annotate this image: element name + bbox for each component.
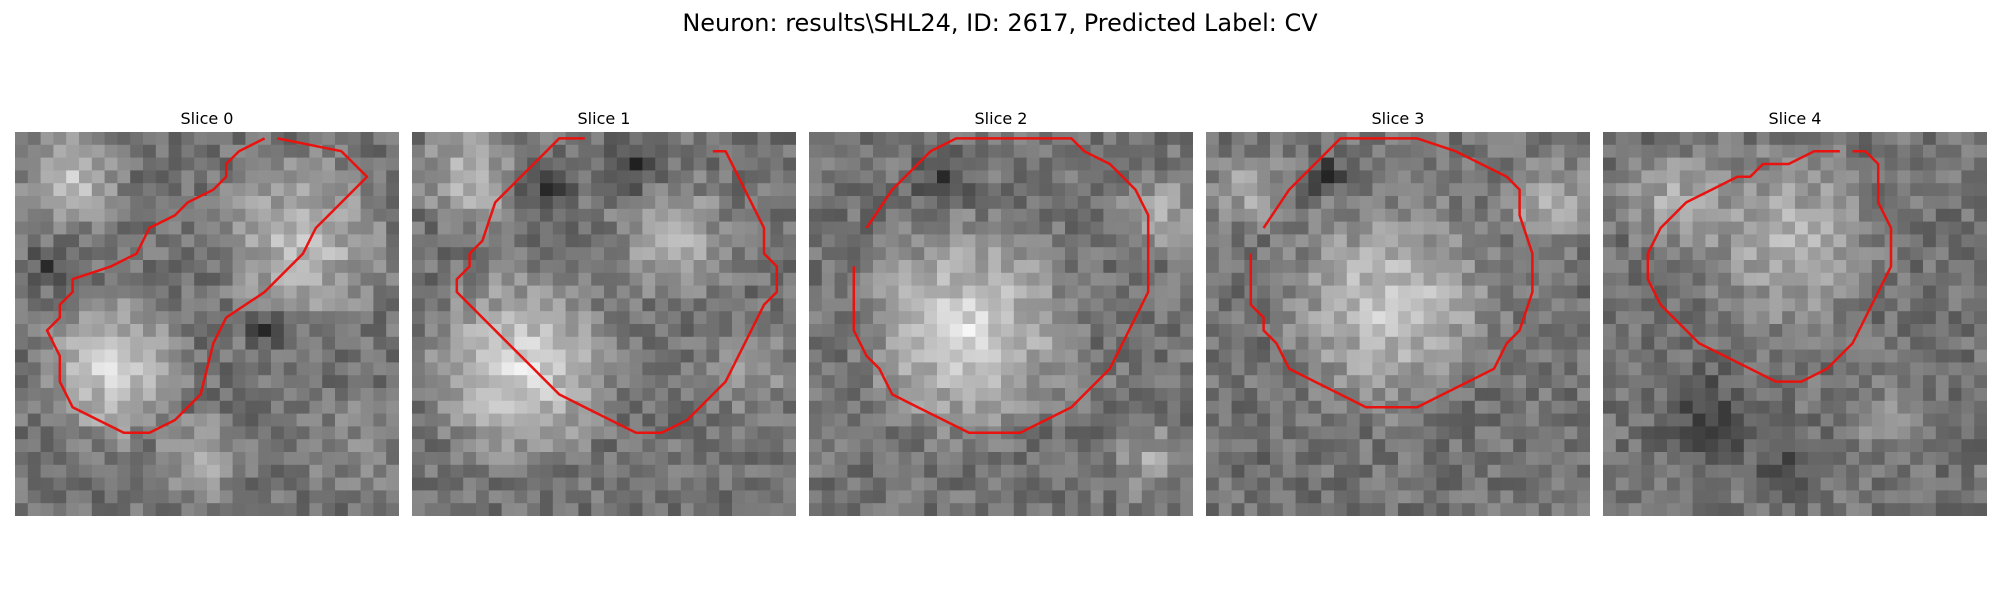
slice-plot-3: [1206, 132, 1590, 516]
slice-plot-4: [1603, 132, 1987, 516]
slice-title-0: Slice 0: [180, 109, 234, 128]
slice-texture-2: [809, 132, 1193, 516]
contour-line-1: [455, 137, 779, 435]
slice-title-2: Slice 2: [974, 109, 1028, 128]
slice-panel-1: Slice 1: [412, 106, 796, 516]
slice-image-1: [412, 132, 796, 516]
slice-plot-0: [15, 132, 399, 516]
slice-texture-4: [1603, 132, 1987, 516]
slice-texture-1: [412, 132, 796, 516]
contour-line-3: [1249, 137, 1534, 409]
contour-line-0: [45, 137, 369, 435]
slice-texture-0: [15, 132, 399, 516]
slice-plot-1: [412, 132, 796, 516]
slice-image-0: [15, 132, 399, 516]
slice-panel-3: Slice 3: [1206, 106, 1590, 516]
contour-line-2: [852, 137, 1150, 435]
slice-title-4: Slice 4: [1768, 109, 1822, 128]
slice-image-4: [1603, 132, 1987, 516]
slice-texture-3: [1206, 132, 1590, 516]
slice-plot-2: [809, 132, 1193, 516]
slice-panel-0: Slice 0: [15, 106, 399, 516]
figure-title: Neuron: results\SHL24, ID: 2617, Predict…: [682, 9, 1318, 37]
slice-image-2: [809, 132, 1193, 516]
slice-panel-2: Slice 2: [809, 106, 1193, 516]
contour-line-4: [1646, 149, 1893, 383]
slice-title-3: Slice 3: [1371, 109, 1425, 128]
slice-panel-4: Slice 4: [1603, 106, 1987, 516]
slice-image-3: [1206, 132, 1590, 516]
slice-title-1: Slice 1: [577, 109, 631, 128]
